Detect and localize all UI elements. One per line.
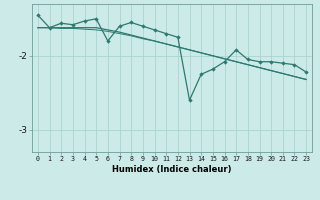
Point [175, 36, 180, 39]
Point [199, 73, 204, 76]
Point [117, 25, 122, 28]
Point [280, 62, 285, 65]
Point [82, 19, 87, 23]
X-axis label: Humidex (Indice chaleur): Humidex (Indice chaleur) [112, 165, 232, 174]
Point [257, 60, 262, 63]
Point [59, 22, 64, 25]
Point [304, 70, 309, 74]
Point [152, 28, 157, 31]
Point [268, 60, 274, 63]
Point [187, 99, 192, 102]
Point [234, 48, 239, 51]
Point [94, 17, 99, 20]
Point [210, 68, 215, 71]
Point [35, 13, 40, 17]
Point [47, 26, 52, 29]
Point [292, 63, 297, 66]
Point [140, 25, 145, 28]
Point [164, 32, 169, 35]
Point [245, 58, 250, 61]
Point [70, 23, 76, 26]
Point [129, 21, 134, 24]
Point [105, 39, 110, 43]
Point [222, 60, 227, 63]
